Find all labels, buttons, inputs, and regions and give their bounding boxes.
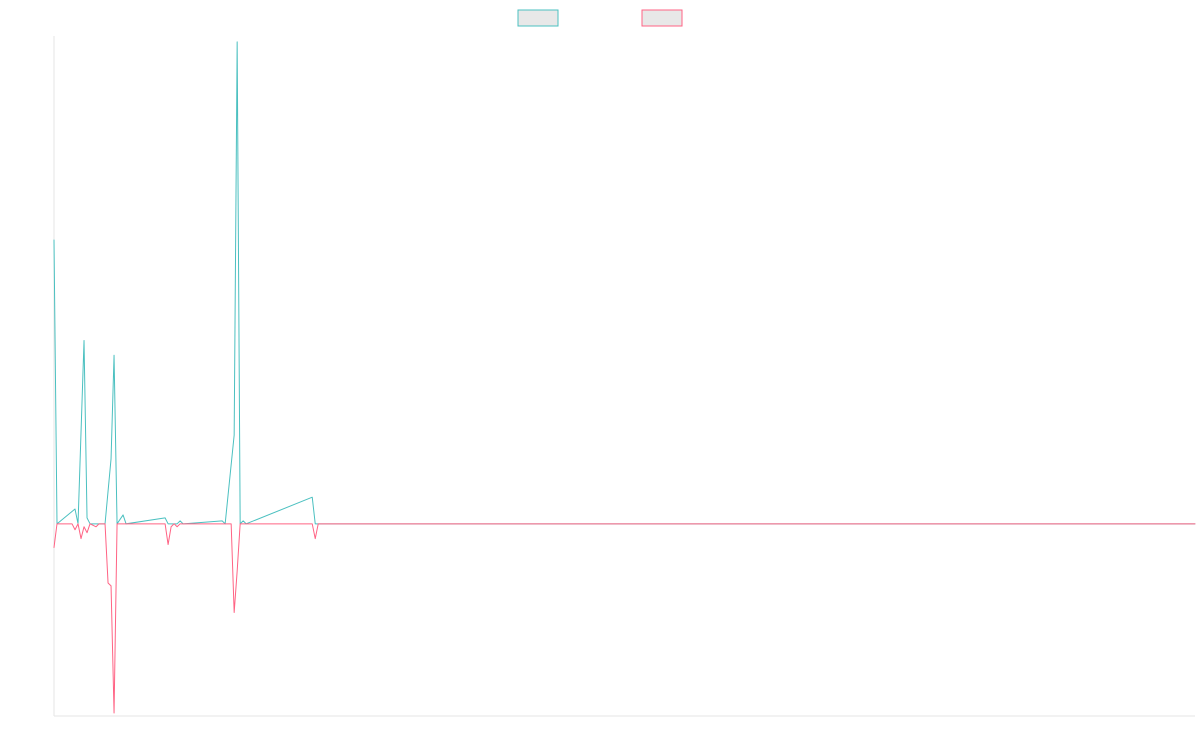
series-layer <box>53 41 1196 714</box>
series-line-1 <box>53 41 1196 525</box>
legend-swatch-1[interactable] <box>517 9 559 27</box>
series-line-2 <box>53 523 1196 714</box>
chart-legend[interactable] <box>517 9 683 27</box>
legend-swatch-2[interactable] <box>641 9 683 27</box>
